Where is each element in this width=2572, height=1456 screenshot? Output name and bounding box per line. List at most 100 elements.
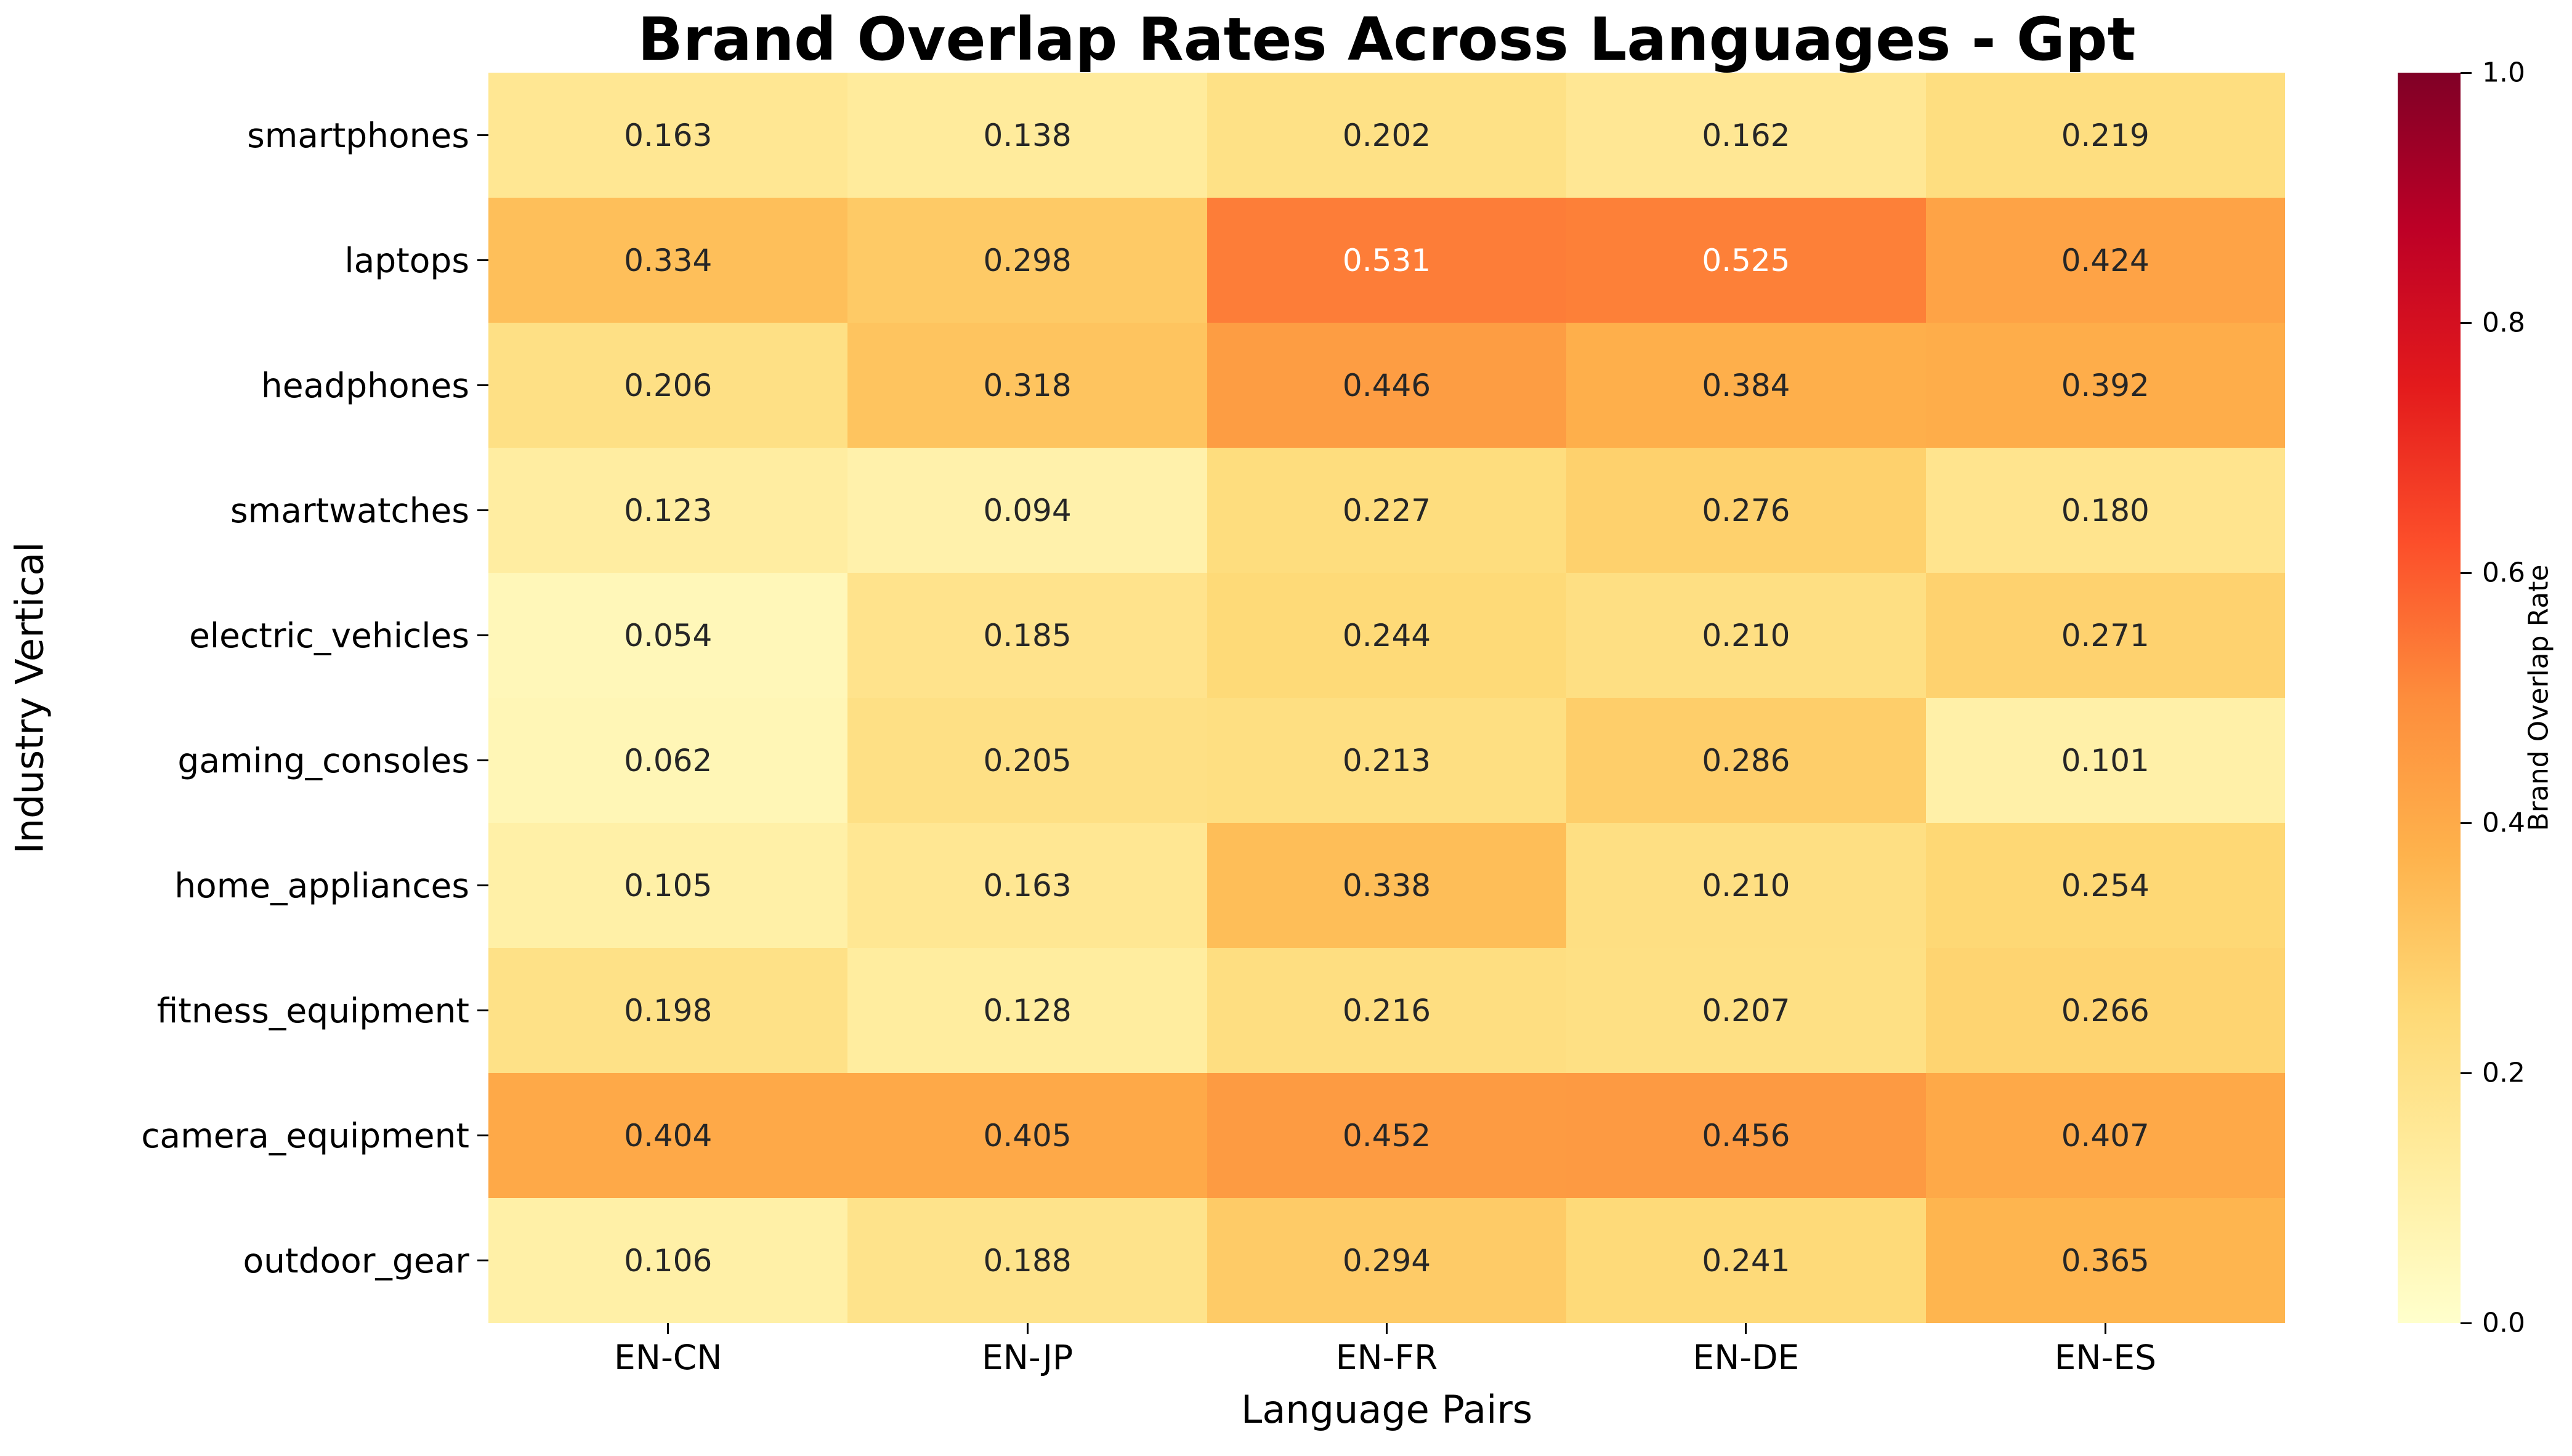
cell-value: 0.446 — [1342, 367, 1431, 403]
cell-value: 0.276 — [1702, 492, 1790, 528]
cell-value: 0.384 — [1702, 367, 1790, 403]
heatmap-cell-headphones-EN-FR: 0.446 — [1207, 323, 1567, 448]
cell-value: 0.286 — [1702, 742, 1790, 779]
heatmap-cell-camera_equipment-EN-CN: 0.404 — [488, 1073, 848, 1198]
heatmap-cell-smartwatches-EN-FR: 0.227 — [1207, 448, 1567, 573]
cell-value: 0.162 — [1702, 117, 1790, 153]
heatmap-cell-camera_equipment-EN-JP: 0.405 — [847, 1073, 1207, 1198]
x-tick-label-EN-CN: EN-CN — [614, 1338, 722, 1377]
heatmap-cell-outdoor_gear-EN-JP: 0.188 — [847, 1198, 1207, 1323]
cell-value: 0.207 — [1702, 992, 1790, 1029]
cell-value: 0.202 — [1342, 117, 1431, 153]
x-tick-label-EN-JP: EN-JP — [981, 1338, 1074, 1377]
chart-title: Brand Overlap Rates Across Languages - G… — [637, 5, 2136, 74]
y-tick-label-gaming_consoles: gaming_consoles — [177, 740, 469, 780]
heatmap-cell-gaming_consoles-EN-FR: 0.213 — [1207, 698, 1567, 823]
y-tick-mark — [477, 884, 488, 886]
y-tick-label-home_appliances: home_appliances — [174, 865, 469, 905]
cell-value: 0.424 — [2061, 242, 2149, 278]
y-tick-mark — [477, 634, 488, 636]
cell-value: 0.219 — [2061, 117, 2149, 153]
colorbar-tick-label-0.8: 0.8 — [2482, 307, 2525, 339]
cell-value: 0.227 — [1342, 492, 1431, 528]
y-tick-label-camera_equipment: camera_equipment — [141, 1115, 469, 1155]
cell-value: 0.138 — [983, 117, 1072, 153]
heatmap-cell-laptops-EN-FR: 0.531 — [1207, 198, 1567, 323]
heatmap-cell-laptops-EN-DE: 0.525 — [1566, 198, 1926, 323]
cell-value: 0.298 — [983, 242, 1072, 278]
x-tick-mark — [667, 1323, 669, 1334]
heatmap-cell-fitness_equipment-EN-CN: 0.198 — [488, 948, 848, 1073]
heatmap-cell-headphones-EN-ES: 0.392 — [1925, 323, 2285, 448]
heatmap-cell-laptops-EN-JP: 0.298 — [847, 198, 1207, 323]
y-tick-label-headphones: headphones — [261, 365, 469, 405]
x-tick-mark — [2104, 1323, 2106, 1334]
heatmap-cell-fitness_equipment-EN-JP: 0.128 — [847, 948, 1207, 1073]
cell-value: 0.405 — [983, 1117, 1072, 1154]
cell-value: 0.101 — [2061, 742, 2149, 779]
colorbar-tick-label-0.0: 0.0 — [2482, 1307, 2525, 1339]
heatmap-cell-headphones-EN-CN: 0.206 — [488, 323, 848, 448]
y-axis-tick-labels: smartphones laptops headphones smartwatches… — [0, 73, 469, 1323]
cell-value: 0.163 — [983, 867, 1072, 904]
heatmap-cell-gaming_consoles-EN-CN: 0.062 — [488, 698, 848, 823]
colorbar-tick-label-1.0: 1.0 — [2482, 57, 2525, 89]
cell-value: 0.128 — [983, 992, 1072, 1029]
x-tick-label-EN-ES: EN-ES — [2054, 1338, 2156, 1377]
heatmap-cell-outdoor_gear-EN-CN: 0.106 — [488, 1198, 848, 1323]
cell-value: 0.062 — [624, 742, 713, 779]
y-tick-mark — [477, 759, 488, 761]
heatmap-cell-outdoor_gear-EN-FR: 0.294 — [1207, 1198, 1567, 1323]
y-tick-label-fitness_equipment: fitness_equipment — [156, 990, 469, 1030]
heatmap-cell-smartwatches-EN-DE: 0.276 — [1566, 448, 1926, 573]
heatmap-cell-smartphones-EN-DE: 0.162 — [1566, 73, 1926, 198]
y-tick-label-smartphones: smartphones — [247, 115, 469, 155]
cell-value: 0.198 — [624, 992, 713, 1029]
cell-value: 0.105 — [624, 867, 713, 904]
heatmap-cell-home_appliances-EN-ES: 0.254 — [1925, 823, 2285, 948]
x-axis-title: Language Pairs — [1240, 1387, 1533, 1432]
heatmap-grid: 0.163 0.138 0.202 0.162 0.219 0.334 0.298 0.531… — [488, 73, 2285, 1323]
cell-value: 0.531 — [1342, 242, 1431, 278]
heatmap-cell-smartwatches-EN-JP: 0.094 — [847, 448, 1207, 573]
cell-value: 0.244 — [1342, 617, 1431, 653]
cell-value: 0.271 — [2061, 617, 2149, 653]
y-tick-mark — [477, 1009, 488, 1011]
heatmap-cell-electric_vehicles-EN-FR: 0.244 — [1207, 573, 1567, 698]
colorbar-tick-mark — [2461, 322, 2472, 324]
heatmap-cell-gaming_consoles-EN-DE: 0.286 — [1566, 698, 1926, 823]
y-tick-mark — [477, 259, 488, 261]
cell-value: 0.094 — [983, 492, 1072, 528]
y-tick-mark — [477, 1260, 488, 1261]
heatmap-cell-headphones-EN-DE: 0.384 — [1566, 323, 1926, 448]
cell-value: 0.123 — [624, 492, 713, 528]
cell-value: 0.205 — [983, 742, 1072, 779]
colorbar-tick-label-0.2: 0.2 — [2482, 1057, 2525, 1089]
colorbar-gradient — [2398, 73, 2461, 1323]
cell-value: 0.054 — [624, 617, 713, 653]
cell-value: 0.254 — [2061, 867, 2149, 904]
heatmap-cell-headphones-EN-JP: 0.318 — [847, 323, 1207, 448]
y-tick-label-outdoor_gear: outdoor_gear — [243, 1240, 469, 1280]
y-tick-mark — [477, 1134, 488, 1136]
heatmap-cell-smartphones-EN-CN: 0.163 — [488, 73, 848, 198]
heatmap-cell-fitness_equipment-EN-FR: 0.216 — [1207, 948, 1567, 1073]
cell-value: 0.210 — [1702, 867, 1790, 904]
cell-value: 0.334 — [624, 242, 713, 278]
heatmap-cell-home_appliances-EN-CN: 0.105 — [488, 823, 848, 948]
heatmap-cell-home_appliances-EN-JP: 0.163 — [847, 823, 1207, 948]
cell-value: 0.338 — [1342, 867, 1431, 904]
x-tick-label-EN-DE: EN-DE — [1692, 1338, 1800, 1377]
cell-value: 0.294 — [1342, 1242, 1431, 1279]
y-tick-mark — [477, 134, 488, 136]
heatmap-cell-outdoor_gear-EN-ES: 0.365 — [1925, 1198, 2285, 1323]
heatmap-cell-smartwatches-EN-ES: 0.180 — [1925, 448, 2285, 573]
heatmap-cell-smartphones-EN-ES: 0.219 — [1925, 73, 2285, 198]
cell-value: 0.210 — [1702, 617, 1790, 653]
cell-value: 0.185 — [983, 617, 1072, 653]
cell-value: 0.206 — [624, 367, 713, 403]
cell-value: 0.188 — [983, 1242, 1072, 1279]
heatmap-cell-outdoor_gear-EN-DE: 0.241 — [1566, 1198, 1926, 1323]
cell-value: 0.241 — [1702, 1242, 1790, 1279]
cell-value: 0.452 — [1342, 1117, 1431, 1154]
